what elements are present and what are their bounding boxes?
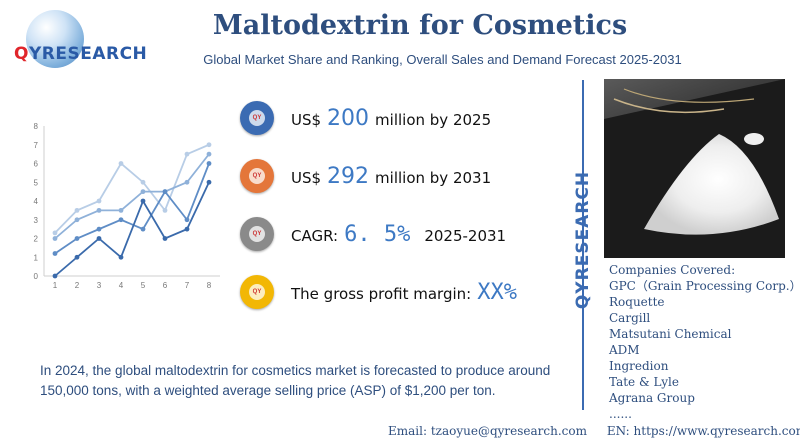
y-tick-label: 1 (34, 253, 39, 262)
series-line-3 (54, 163, 210, 255)
trend-line-chart: 0 1 2 3 4 5 6 7 8 1 2 3 4 5 6 7 8 (34, 122, 220, 290)
data-point (52, 273, 58, 279)
globe-badge-icon: QY (240, 275, 274, 309)
globe-badge-icon: QY (240, 159, 274, 193)
data-point (162, 236, 168, 241)
stat-number: 200 (327, 105, 370, 131)
list-item: Roquette (609, 295, 665, 309)
list-item: ADM (609, 343, 640, 357)
data-point (140, 179, 146, 185)
data-point (162, 189, 168, 195)
x-tick-label: 2 (75, 281, 80, 290)
data-point (184, 226, 190, 232)
x-tick-label: 6 (163, 281, 168, 290)
companies-list: Companies Covered: GPC（Grain Processing … (609, 262, 800, 422)
vertical-brand-text: QYRESEARCH (573, 170, 593, 310)
data-point (140, 198, 146, 204)
globe-badge-icon: QY (240, 101, 274, 135)
data-point (206, 142, 212, 148)
stat-cagr: QY CAGR: 6. 5% 2025-2031 (240, 214, 506, 254)
data-point (140, 189, 146, 195)
x-tick-label: 8 (207, 281, 212, 290)
list-item: GPC（Grain Processing Corp.） (609, 279, 800, 293)
data-point (74, 207, 80, 213)
data-point (96, 207, 102, 213)
series-line-2 (54, 153, 210, 240)
data-point (118, 217, 124, 223)
logo-wordmark: QYRESEARCH (14, 44, 148, 64)
data-point (184, 151, 190, 157)
data-point (118, 161, 124, 166)
y-tick-label: 2 (34, 235, 39, 244)
stat-number: XX% (477, 279, 517, 305)
list-item: ...... (609, 407, 632, 421)
list-item: Matsutani Chemical (609, 327, 732, 341)
data-point (74, 254, 80, 260)
x-tick-label: 3 (97, 281, 102, 290)
stat-suffix: 2025-2031 (424, 226, 507, 245)
data-point (118, 207, 124, 213)
stat-2031-value: QY US$ 292 million by 2031 (240, 156, 491, 196)
data-point (118, 254, 124, 260)
y-tick-label: 5 (34, 178, 39, 187)
list-item: Tate & Lyle (609, 375, 679, 389)
footer-email[interactable]: Email: tzaoyue@qyresearch.com (388, 424, 587, 438)
footer-website[interactable]: EN: https://www.qyresearch.com (606, 424, 800, 438)
market-description: In 2024, the global maltodextrin for cos… (40, 363, 551, 398)
companies-heading: Companies Covered: (609, 263, 736, 277)
list-item: Agrana Group (609, 391, 695, 405)
footer-contact: Email: tzaoyue@qyresearch.com EN: https:… (388, 424, 800, 438)
page-subtitle: Global Market Share and Ranking, Overall… (203, 52, 682, 67)
data-point (162, 207, 168, 213)
y-tick-label: 6 (34, 160, 39, 169)
maltodextrin-powder-photo (604, 79, 785, 258)
stat-prefix: US$ (291, 110, 322, 129)
list-item: Cargill (609, 311, 651, 325)
vertical-divider (582, 80, 584, 410)
list-item: Ingredion (609, 359, 669, 373)
globe-icon (26, 10, 84, 68)
data-point (206, 161, 212, 166)
x-tick-label: 1 (53, 281, 58, 290)
stat-number: 292 (327, 163, 370, 189)
stat-prefix: CAGR: (291, 226, 339, 245)
stat-prefix: US$ (291, 168, 322, 187)
y-tick-label: 7 (34, 141, 39, 150)
data-point (96, 198, 102, 204)
data-point (52, 251, 58, 256)
stat-gross-margin: QY The gross profit margin: XX% (240, 272, 523, 312)
qyresearch-logo: QYRESEARCH (14, 10, 148, 72)
data-point (96, 226, 102, 232)
y-tick-label: 8 (34, 122, 39, 131)
x-tick-label: 7 (185, 281, 190, 290)
x-tick-label: 5 (141, 281, 146, 290)
x-tick-label: 4 (119, 281, 124, 290)
data-point (52, 230, 58, 236)
data-point (52, 236, 58, 241)
y-tick-label: 3 (34, 216, 39, 225)
data-point (206, 151, 212, 157)
data-point (74, 236, 80, 241)
stat-2025-value: QY US$ 200 million by 2025 (240, 98, 491, 138)
series-line-1 (54, 143, 210, 234)
data-point (140, 226, 146, 232)
data-point (184, 217, 190, 223)
series-line-4 (54, 181, 210, 277)
y-tick-label: 4 (34, 197, 39, 206)
page-title: Maltodextrin for Cosmetics (212, 10, 628, 41)
data-point (184, 179, 190, 185)
stat-suffix: million by 2025 (375, 110, 492, 129)
data-point (74, 217, 80, 223)
data-point (96, 236, 102, 241)
stat-suffix: million by 2031 (375, 168, 492, 187)
y-tick-label: 0 (34, 272, 39, 281)
stat-prefix: The gross profit margin: (291, 284, 472, 303)
globe-badge-icon: QY (240, 217, 274, 251)
data-point (206, 179, 212, 185)
stat-number: 6. 5% (344, 221, 411, 247)
